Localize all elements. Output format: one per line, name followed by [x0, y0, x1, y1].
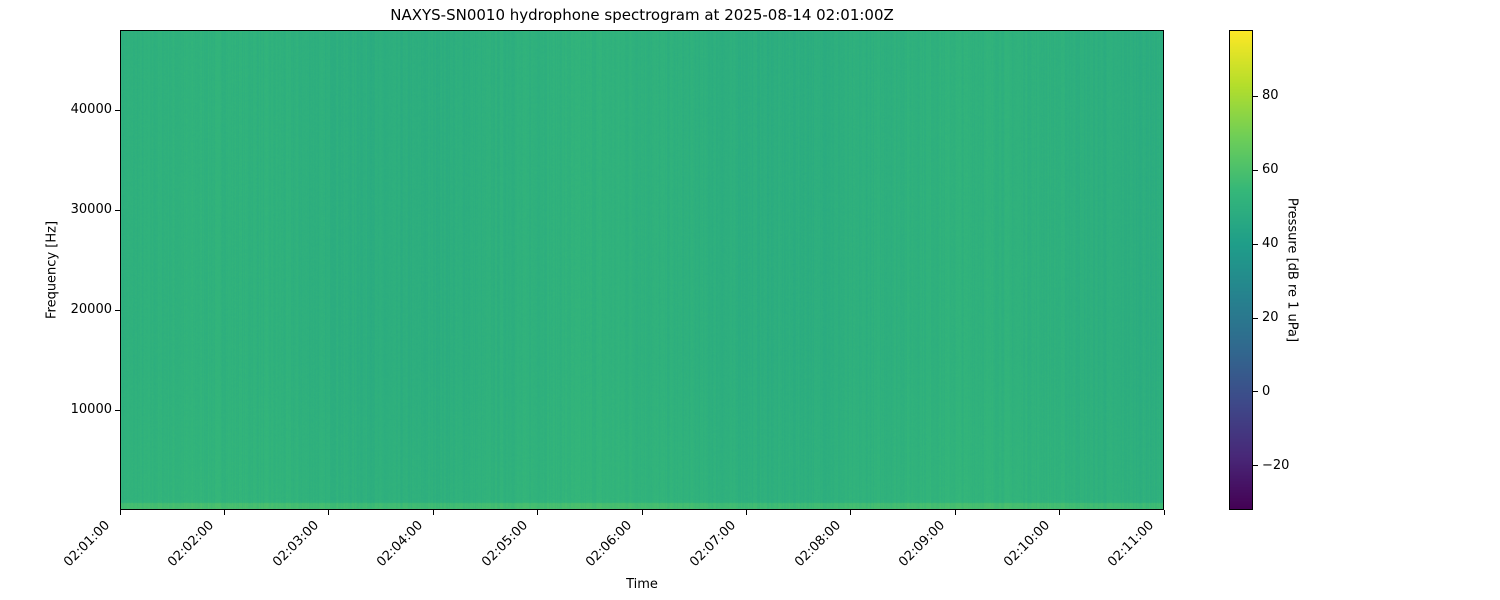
- plot-frame: [120, 30, 1164, 510]
- colorbar-tick-label: 40: [1262, 236, 1279, 252]
- y-tick-label: 10000: [70, 402, 112, 417]
- x-tick-label: 02:10:00: [1000, 518, 1053, 570]
- colorbar-tick: [1253, 465, 1258, 467]
- spectrogram-image: [120, 30, 1164, 510]
- y-tick: [115, 309, 120, 311]
- x-tick-label: 02:02:00: [165, 518, 218, 570]
- x-axis-label: Time: [626, 577, 658, 592]
- colorbar-tick-label: 80: [1262, 88, 1279, 104]
- x-tick: [1163, 510, 1165, 515]
- x-tick-label: 02:06:00: [583, 518, 635, 570]
- colorbar-tick-label: 60: [1262, 162, 1279, 178]
- y-tick: [115, 209, 120, 211]
- x-tick-label: 02:07:00: [687, 518, 740, 570]
- x-tick-label: 02:09:00: [896, 518, 949, 570]
- chart-title: NAXYS-SN0010 hydrophone spectrogram at 2…: [390, 6, 894, 24]
- y-tick-label: 30000: [70, 202, 112, 217]
- x-tick: [328, 510, 330, 515]
- colorbar-tick-label: 0: [1262, 383, 1271, 399]
- colorbar-tick: [1253, 391, 1258, 393]
- x-tick: [1059, 510, 1061, 515]
- x-tick: [537, 510, 539, 515]
- colorbar-tick: [1253, 243, 1258, 245]
- colorbar-tick-label: −20: [1262, 457, 1290, 473]
- x-tick: [223, 510, 225, 515]
- colorbar-tick: [1253, 169, 1258, 171]
- x-tick: [432, 510, 434, 515]
- x-tick-label: 02:11:00: [1105, 518, 1157, 570]
- x-tick-label: 02:01:00: [61, 518, 113, 570]
- x-tick-label: 02:04:00: [374, 518, 427, 570]
- colorbar-tick: [1253, 317, 1258, 319]
- colorbar-label: Pressure [dB re 1 uPa]: [1284, 197, 1300, 343]
- y-axis-label: Frequency [Hz]: [44, 220, 60, 320]
- x-tick-label: 02:03:00: [269, 518, 322, 570]
- colorbar: [1229, 30, 1253, 510]
- x-tick: [850, 510, 852, 515]
- x-tick-label: 02:08:00: [791, 518, 844, 570]
- y-tick: [115, 409, 120, 411]
- x-tick-label: 02:05:00: [478, 518, 531, 570]
- x-tick: [745, 510, 747, 515]
- x-tick: [119, 510, 121, 515]
- colorbar-tick: [1253, 95, 1258, 97]
- y-tick-label: 40000: [70, 102, 112, 117]
- x-tick: [954, 510, 956, 515]
- x-tick: [641, 510, 643, 515]
- y-tick: [115, 109, 120, 111]
- colorbar-tick-label: 20: [1262, 310, 1279, 325]
- y-tick-label: 20000: [70, 302, 112, 317]
